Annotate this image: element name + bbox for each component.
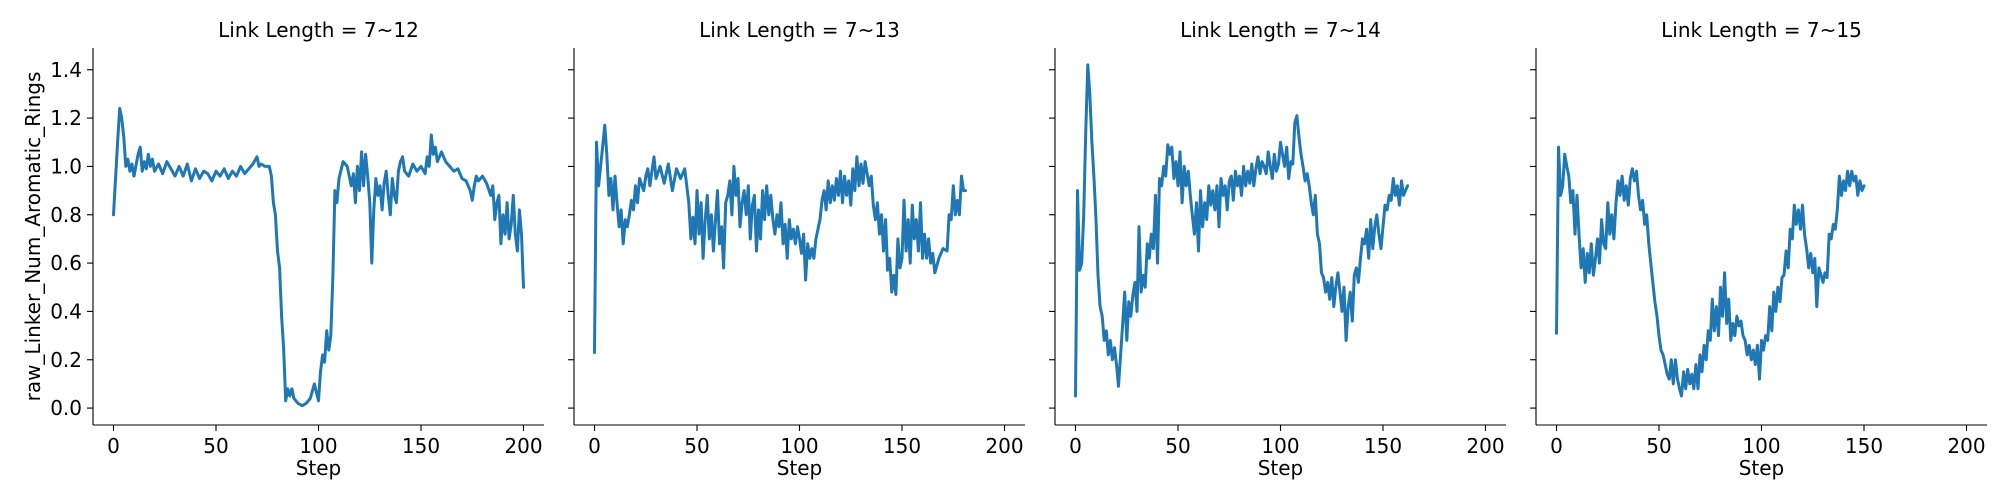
- x-tick-label: 100: [299, 434, 337, 458]
- y-tick-label: 0.0: [50, 396, 82, 420]
- y-axis-label: raw_Linker_Num_Aromatic_Rings: [21, 72, 45, 402]
- x-tick-label: 150: [1845, 434, 1883, 458]
- x-tick-label: 100: [1742, 434, 1780, 458]
- x-axis-label: Step: [1739, 456, 1785, 480]
- panel-3: Link Length = 7~14 0 50 100 150 200 Step: [1049, 18, 1506, 480]
- x-tick-label: 50: [203, 434, 228, 458]
- x-axis-label: Step: [296, 456, 342, 480]
- x-tick-label: 0: [1069, 434, 1082, 458]
- x-tick-label: 50: [1165, 434, 1190, 458]
- y-tick-label: 1.4: [50, 58, 82, 82]
- panel-1: Link Length = 7~12 0.0 0.2 0.4 0.6 0.8 1.0 1.2 1…: [21, 18, 544, 480]
- y-tick-label: 1.2: [50, 106, 82, 130]
- x-axis-label: Step: [1258, 456, 1304, 480]
- x-tick-label: 150: [1364, 434, 1402, 458]
- panel-title: Link Length = 7~13: [699, 18, 900, 42]
- y-tick-label: 0.4: [50, 299, 82, 323]
- y-tick-label: 0.6: [50, 251, 82, 275]
- series-line: [593, 123, 967, 354]
- x-tick-label: 150: [883, 434, 921, 458]
- x-tick-label: 0: [1550, 434, 1563, 458]
- x-tick-label: 200: [985, 434, 1023, 458]
- series-line: [112, 106, 525, 408]
- x-tick-label: 0: [588, 434, 601, 458]
- series-line: [1555, 145, 1866, 398]
- panel-4: Link Length = 7~15 0 50 100 150 200 Step: [1530, 18, 1987, 480]
- panel-title: Link Length = 7~12: [218, 18, 419, 42]
- x-tick-label: 200: [504, 434, 542, 458]
- x-tick-label: 50: [1646, 434, 1671, 458]
- x-tick-label: 150: [402, 434, 440, 458]
- series-line: [1074, 63, 1410, 398]
- y-tick-label: 0.2: [50, 348, 82, 372]
- x-tick-label: 50: [684, 434, 709, 458]
- panel-title: Link Length = 7~15: [1661, 18, 1862, 42]
- x-tick-label: 200: [1466, 434, 1504, 458]
- x-tick-label: 100: [780, 434, 818, 458]
- y-tick-label: 0.8: [50, 203, 82, 227]
- x-tick-label: 200: [1947, 434, 1985, 458]
- panel-2: Link Length = 7~13 0 50 100 150 200 Step: [568, 18, 1025, 480]
- y-tick-label: 1.0: [50, 154, 82, 178]
- x-tick-label: 0: [107, 434, 120, 458]
- panel-title: Link Length = 7~14: [1180, 18, 1381, 42]
- x-tick-label: 100: [1261, 434, 1299, 458]
- x-axis-label: Step: [777, 456, 823, 480]
